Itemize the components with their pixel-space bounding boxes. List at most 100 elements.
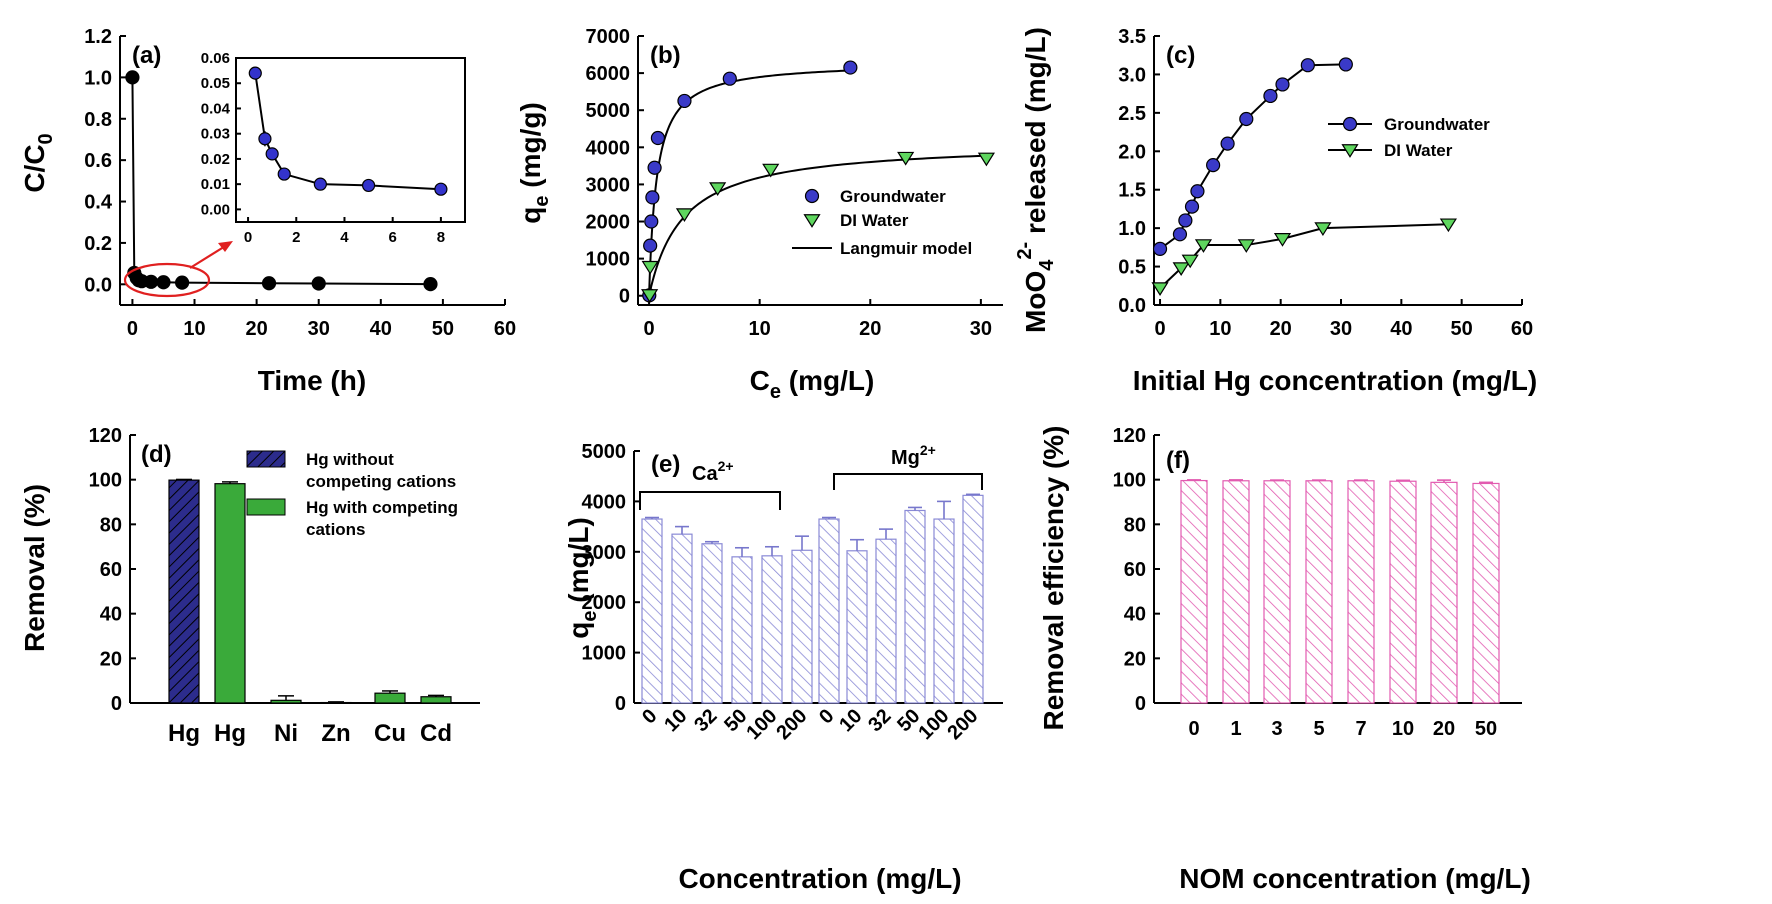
category-label: 7 xyxy=(1355,718,1366,740)
x-tick-label: 0 xyxy=(1154,318,1165,340)
inset-data-point xyxy=(277,167,291,181)
bracket-mg xyxy=(833,473,983,490)
x-tick-label: 60 xyxy=(494,318,516,340)
data-point-groundwater xyxy=(650,130,666,146)
panel-e-label: (e) xyxy=(651,451,680,478)
legend-label: Hg without xyxy=(306,450,394,469)
bracket-ca xyxy=(639,491,781,510)
data-point-di-water xyxy=(1181,254,1199,269)
x-tick-label: 50 xyxy=(1451,318,1473,340)
panel-f-xlabel: NOM concentration (mg/L) xyxy=(1179,863,1531,894)
inset-y-tick-label: 0.02 xyxy=(201,151,230,168)
y-tick-label: 0 xyxy=(111,693,122,715)
y-tick-label: 2000 xyxy=(582,592,627,614)
panel-f-label: (f) xyxy=(1166,447,1190,474)
inset-x-tick-label: 0 xyxy=(244,229,252,246)
legend-label: Langmuir model xyxy=(840,239,972,258)
y-tick-label: 0 xyxy=(615,693,626,715)
arrow-shaft xyxy=(189,244,228,269)
category-label: Cd xyxy=(420,720,452,747)
y-tick-label: 4000 xyxy=(586,137,631,159)
y-tick-label: 120 xyxy=(89,425,122,447)
panel-d: (d) Removal (%) 0 20 40 60 80 100 120 Hg Hg Ni Zn C… xyxy=(19,425,480,747)
category-label: Hg xyxy=(214,720,246,747)
bar xyxy=(1347,480,1375,704)
y-tick-label: 0.5 xyxy=(1118,257,1146,279)
y-tick-label: 4000 xyxy=(582,491,627,513)
inset-y-tick-label: 0.06 xyxy=(201,50,230,67)
y-tick-label: 1.5 xyxy=(1118,180,1146,202)
legend-marker-groundwater xyxy=(804,188,820,204)
legend-label: DI Water xyxy=(840,211,909,230)
y-tick-label: 60 xyxy=(100,559,122,581)
y-tick-label: 1000 xyxy=(582,643,627,665)
panel-c-ylabel: MoO42- released (mg/L) xyxy=(1014,27,1058,333)
group-label-ca: Ca2+ xyxy=(692,458,734,485)
category-label: Cu xyxy=(374,720,406,747)
y-tick-label: 2.0 xyxy=(1118,141,1146,163)
data-point-di-water xyxy=(641,289,659,303)
data-point-groundwater xyxy=(1220,136,1235,151)
y-tick-label: 0.2 xyxy=(84,233,112,255)
y-tick-label: 0.0 xyxy=(1118,295,1146,317)
data-point-groundwater xyxy=(643,238,658,253)
data-point-di-water xyxy=(1439,218,1457,233)
data-point xyxy=(261,276,277,291)
category-label: Zn xyxy=(321,720,350,747)
y-tick-label: 0.6 xyxy=(84,150,112,172)
x-tick-label: 10 xyxy=(183,318,205,340)
y-tick-label: 1.0 xyxy=(1118,218,1146,240)
y-tick-label: 100 xyxy=(1113,470,1146,492)
data-point-di-water xyxy=(641,260,659,275)
inset-x-tick-label: 6 xyxy=(389,229,397,246)
category-label: Ni xyxy=(274,720,298,747)
inset-data-point xyxy=(258,132,272,146)
legend-marker-groundwater xyxy=(1342,116,1358,132)
y-tick-label: 1000 xyxy=(586,249,631,271)
bar xyxy=(933,518,955,704)
y-tick-label: 7000 xyxy=(586,26,631,48)
bar xyxy=(731,556,753,704)
y-tick-label: 20 xyxy=(100,648,122,670)
data-point xyxy=(156,275,171,290)
bar xyxy=(962,494,984,704)
y-tick-label: 3000 xyxy=(582,542,627,564)
category-label: 200 xyxy=(943,705,982,744)
panel-b-ylabel: qe (mg/g) xyxy=(515,102,553,224)
legend-label: Hg with competing xyxy=(306,498,458,517)
bar xyxy=(641,518,663,704)
x-tick-label: 40 xyxy=(370,318,392,340)
bar xyxy=(1263,480,1291,704)
y-tick-label: 0.8 xyxy=(84,109,112,131)
inset-x-tick-label: 8 xyxy=(437,229,445,246)
data-point xyxy=(143,274,159,289)
panel-f-ylabel: Removal efficiency (%) xyxy=(1038,426,1069,731)
y-tick-label: 5000 xyxy=(582,441,627,463)
x-tick-label: 20 xyxy=(859,318,881,340)
category-label: 5 xyxy=(1313,718,1324,740)
category-label: 32 xyxy=(864,705,895,736)
data-point xyxy=(423,277,438,292)
bar xyxy=(904,509,926,704)
y-tick-label: 1.2 xyxy=(84,26,112,48)
bar xyxy=(671,533,693,704)
inset-x-tick-label: 4 xyxy=(340,229,349,246)
bar xyxy=(214,483,246,704)
category-label: 0 xyxy=(1188,718,1199,740)
series-line-di-water xyxy=(1159,223,1449,289)
x-tick-label: 30 xyxy=(1330,318,1352,340)
langmuir-fit-line xyxy=(648,154,987,296)
x-tick-label: 20 xyxy=(1270,318,1292,340)
y-tick-label: 120 xyxy=(1113,425,1146,447)
inset-y-tick-label: 0.00 xyxy=(201,201,230,218)
category-label: 200 xyxy=(772,705,811,744)
inset-data-point xyxy=(313,177,327,191)
panel-a-xlabel: Time (h) xyxy=(258,365,366,396)
data-point-groundwater xyxy=(677,93,692,109)
y-tick-label: 3000 xyxy=(586,174,631,196)
y-tick-label: 0 xyxy=(619,286,630,308)
data-point-di-water xyxy=(1273,233,1292,247)
inset-y-tick-label: 0.03 xyxy=(201,126,230,143)
panel-f: (f) NOM concentration (mg/L) Removal eff… xyxy=(1038,425,1531,894)
